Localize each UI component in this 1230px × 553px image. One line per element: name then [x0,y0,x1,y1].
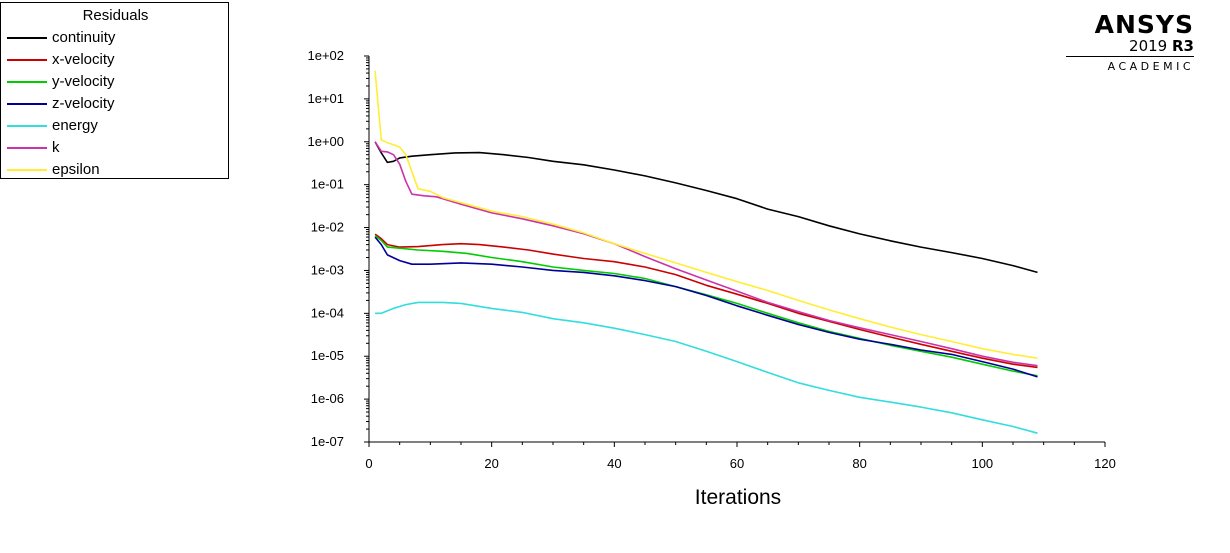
y-tick-label: 1e+02 [307,48,344,63]
legend-item-k: k [1,137,230,159]
legend-swatch [7,103,47,105]
legend-item-x-velocity: x-velocity [1,49,230,71]
legend-item-y-velocity: y-velocity [1,71,230,93]
logo-version: 2019 R3 [1129,37,1194,55]
series-line-x-velocity [374,233,1038,369]
legend-item-continuity: continuity [1,27,230,49]
legend-label: energy [52,117,98,134]
legend-item-epsilon: epsilon [1,159,230,181]
series-line-y-velocity [374,234,1038,377]
legend-item-energy: energy [1,115,230,137]
y-tick-label: 1e-05 [311,348,344,363]
legend-swatch [7,169,47,171]
legend-item-z-velocity: z-velocity [1,93,230,115]
logo-brand: ANSYS [1094,10,1194,39]
logo-divider [1066,56,1194,57]
y-tick-label: 1e-04 [311,305,344,320]
legend-label: k [52,139,60,156]
x-tick-label: 120 [1094,456,1116,471]
chart-axes: 1e-07 1e-06 1e-05 1e-04 1e-03 1e-02 1e-01 1e+00… [307,48,1115,471]
x-tick-label: 60 [730,456,744,471]
y-tick-label: 1e-03 [311,262,344,277]
series-line-k [374,141,1038,367]
y-tick-label: 1e+01 [307,91,344,106]
legend-swatch [7,37,47,39]
y-tick-label: 1e-07 [311,434,344,449]
legend-label: epsilon [52,161,100,178]
legend-swatch [7,59,47,61]
logo-edition: ACADEMIC [1107,60,1194,73]
legend-swatch [7,147,47,149]
ansys-logo: ANSYS 2019 R3 ACADEMIC [1064,12,1194,74]
y-tick-label: 1e+00 [307,134,344,149]
legend-swatch [7,125,47,127]
series-line-energy [375,301,1038,434]
x-tick-label: 40 [607,456,621,471]
y-tick-label: 1e-06 [311,391,344,406]
legend-label: continuity [52,29,116,46]
series-line-z-velocity [374,236,1038,378]
legend-label: x-velocity [52,51,115,68]
x-tick-label: 100 [971,456,993,471]
x-tick-label: 0 [365,456,372,471]
legend: Residuals continuity x-velocity y-velocity… [0,2,229,179]
x-axis-title: Iterations [695,486,781,509]
legend-label: y-velocity [52,73,115,90]
y-tick-label: 1e-02 [311,220,344,235]
x-tick-label: 80 [852,456,866,471]
y-tick-label: 1e-01 [311,177,344,192]
legend-label: z-velocity [52,95,115,112]
legend-title: Residuals [82,7,149,24]
legend-swatch [7,81,47,83]
chart-series-lines [374,70,1038,434]
series-line-epsilon [374,70,1038,359]
x-tick-label: 20 [484,456,498,471]
